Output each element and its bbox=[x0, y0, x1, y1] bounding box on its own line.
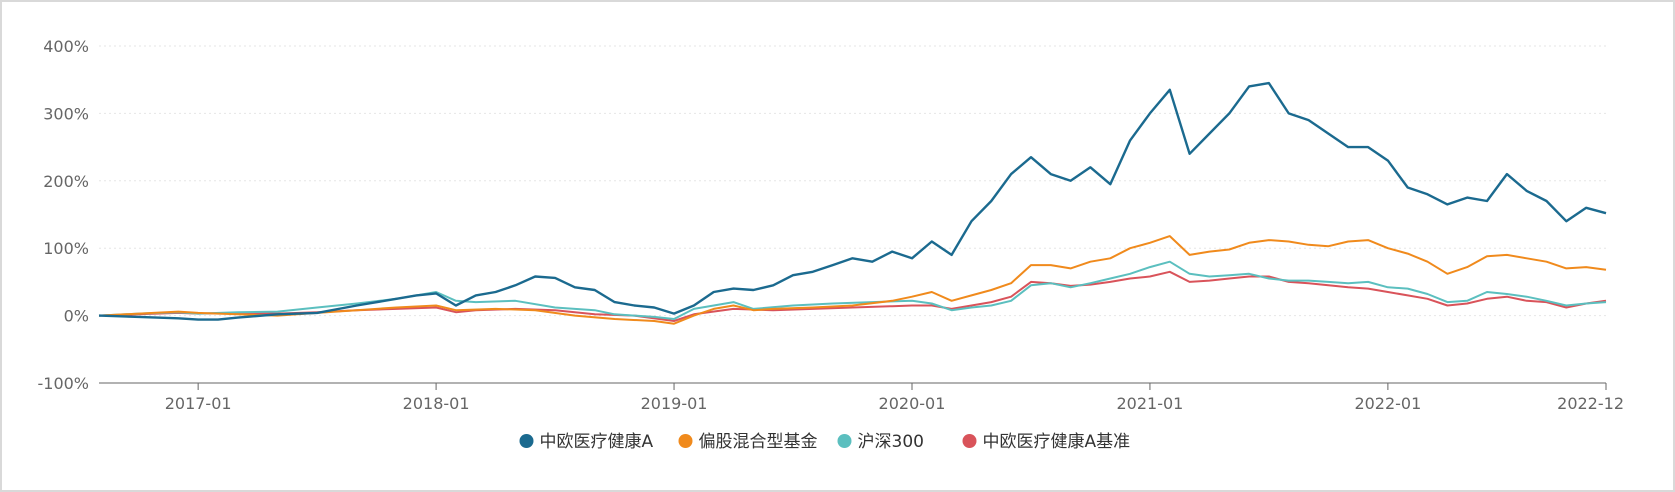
series-lines bbox=[98, 81, 1607, 325]
legend-item[interactable]: 偏股混合型基金 bbox=[678, 432, 818, 452]
legend-label: 沪深300 bbox=[858, 432, 924, 452]
legend-item[interactable]: 中欧医疗健康A基准 bbox=[962, 432, 1131, 452]
legend-marker-icon bbox=[837, 434, 852, 448]
axes: -100% 0% 100% 200% 300% 400% 2017-01 2018-01 201… bbox=[37, 37, 1624, 413]
series-line bbox=[98, 81, 1607, 321]
y-tick-label: 200% bbox=[43, 172, 89, 191]
y-tick-label: -100% bbox=[37, 374, 89, 393]
legend-label: 偏股混合型基金 bbox=[699, 432, 818, 452]
legend-item[interactable]: 中欧医疗健康A bbox=[519, 432, 654, 452]
grid-lines bbox=[99, 45, 1606, 317]
x-tick-label: 2020-01 bbox=[879, 394, 946, 413]
series-line bbox=[98, 270, 1607, 322]
legend-marker-icon bbox=[962, 434, 977, 448]
x-tick-label: 2022-01 bbox=[1354, 394, 1421, 413]
legend-marker-icon bbox=[678, 434, 693, 448]
legend-label: 中欧医疗健康A bbox=[540, 432, 654, 452]
x-tick-label: 2021-01 bbox=[1117, 394, 1184, 413]
y-tick-label: 400% bbox=[43, 37, 89, 56]
x-tick-label: 2018-01 bbox=[403, 394, 470, 413]
legend-item[interactable]: 沪深300 bbox=[837, 432, 924, 452]
y-tick-label: 100% bbox=[43, 239, 89, 258]
legend-label: 中欧医疗健康A基准 bbox=[983, 432, 1131, 452]
y-tick-label: 0% bbox=[64, 307, 89, 326]
series-line bbox=[98, 260, 1607, 320]
y-tick-label: 300% bbox=[43, 104, 89, 123]
legend-marker-icon bbox=[519, 434, 534, 448]
x-tick-label: 2019-01 bbox=[641, 394, 708, 413]
x-tick-label: 2022-12 bbox=[1557, 394, 1624, 413]
series-line bbox=[98, 235, 1607, 325]
x-tick-label: 2017-01 bbox=[165, 394, 232, 413]
legend: 中欧医疗健康A 偏股混合型基金 沪深300 中欧医疗健康A基准 bbox=[519, 432, 1131, 452]
